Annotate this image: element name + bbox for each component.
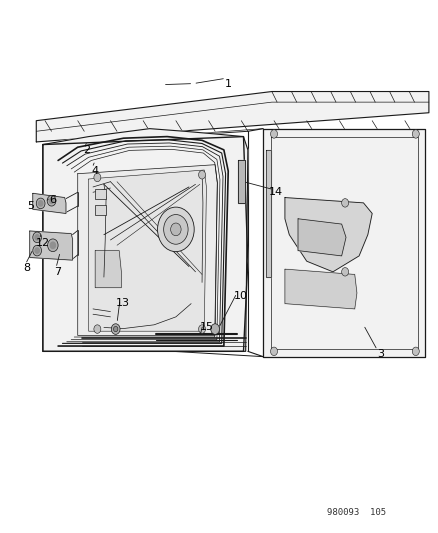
Circle shape	[198, 325, 205, 333]
Circle shape	[270, 130, 277, 138]
Text: 5: 5	[28, 200, 35, 211]
FancyBboxPatch shape	[95, 189, 106, 199]
Circle shape	[157, 207, 194, 252]
Polygon shape	[237, 160, 244, 203]
Circle shape	[94, 173, 101, 182]
Text: 7: 7	[54, 267, 61, 277]
Circle shape	[198, 171, 205, 179]
Polygon shape	[262, 128, 424, 357]
Circle shape	[50, 242, 55, 248]
Text: 1: 1	[224, 78, 231, 88]
FancyBboxPatch shape	[95, 205, 106, 215]
Polygon shape	[43, 128, 247, 351]
Polygon shape	[78, 165, 217, 335]
Circle shape	[411, 130, 418, 138]
Circle shape	[35, 248, 39, 253]
Circle shape	[411, 347, 418, 356]
Polygon shape	[30, 231, 72, 260]
Text: 13: 13	[115, 297, 129, 308]
Circle shape	[47, 196, 56, 206]
Circle shape	[270, 347, 277, 356]
Polygon shape	[43, 136, 247, 351]
Text: 15: 15	[199, 322, 213, 333]
Circle shape	[111, 324, 120, 334]
Polygon shape	[36, 92, 428, 142]
Polygon shape	[265, 150, 270, 277]
Circle shape	[113, 326, 117, 332]
Text: 14: 14	[268, 187, 283, 197]
Text: 12: 12	[35, 238, 50, 248]
Text: 6: 6	[49, 195, 56, 205]
Polygon shape	[297, 219, 345, 256]
Circle shape	[36, 198, 45, 209]
Circle shape	[170, 223, 181, 236]
Polygon shape	[33, 193, 66, 214]
Circle shape	[47, 239, 58, 252]
Circle shape	[341, 199, 348, 207]
Polygon shape	[95, 251, 121, 288]
Circle shape	[49, 198, 53, 204]
Text: 2: 2	[83, 145, 90, 155]
Circle shape	[341, 268, 348, 276]
Circle shape	[94, 325, 101, 333]
Circle shape	[33, 232, 42, 243]
Circle shape	[210, 324, 219, 334]
Polygon shape	[284, 198, 371, 272]
Text: 4: 4	[92, 166, 99, 176]
Polygon shape	[88, 170, 206, 331]
Text: 8: 8	[23, 263, 30, 272]
Circle shape	[35, 235, 39, 240]
Circle shape	[163, 215, 187, 244]
Text: 980093  105: 980093 105	[327, 508, 385, 517]
Polygon shape	[284, 269, 356, 309]
Circle shape	[33, 245, 42, 256]
Text: 3: 3	[377, 349, 384, 359]
Circle shape	[39, 201, 43, 206]
Text: 10: 10	[233, 290, 247, 301]
